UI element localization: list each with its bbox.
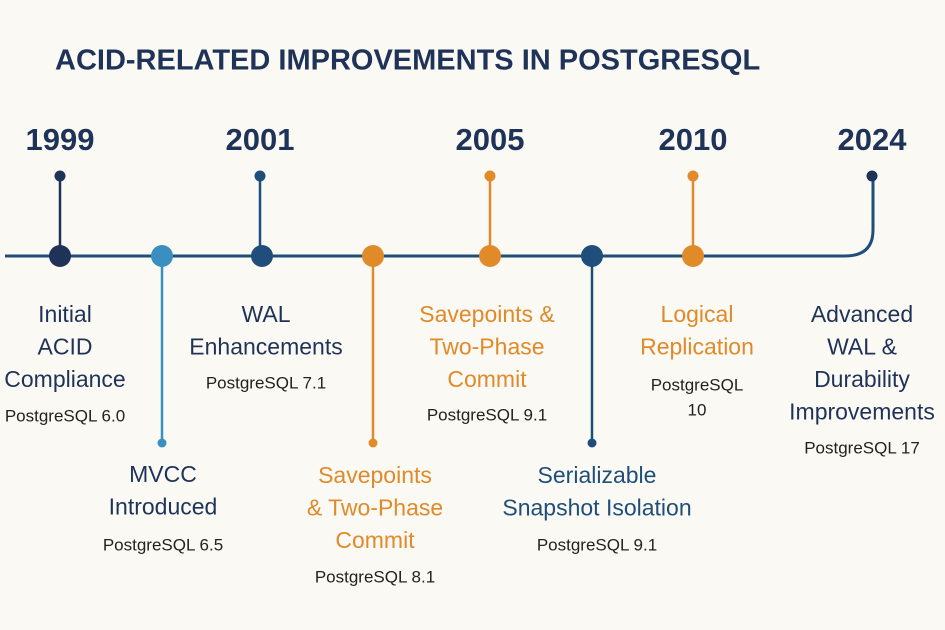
event-title: Compliance <box>4 366 125 392</box>
event-title: Enhancements <box>189 334 342 360</box>
event-title: Initial <box>38 301 92 327</box>
event-title: Savepoints <box>318 462 432 488</box>
event-version: PostgreSQL 6.5 <box>103 535 223 554</box>
stem-dot <box>866 170 878 182</box>
node <box>682 245 704 267</box>
stem-dot <box>157 438 167 448</box>
year-label: 2005 <box>456 122 525 157</box>
stem-dot <box>587 438 597 448</box>
event-version: PostgreSQL 8.1 <box>315 567 435 586</box>
main-line <box>5 176 875 258</box>
event-version: PostgreSQL 7.1 <box>206 373 326 392</box>
event-version: PostgreSQL 9.1 <box>427 405 547 424</box>
node <box>362 245 384 267</box>
node <box>581 245 603 267</box>
event-title: Two-Phase <box>429 334 544 360</box>
event-version: PostgreSQL 17 <box>804 438 920 457</box>
year-label: 2024 <box>838 122 908 157</box>
event-title: Logical <box>661 301 734 327</box>
stem-dot <box>687 170 699 182</box>
event-title: Savepoints & <box>419 301 555 327</box>
stem-dot <box>484 170 496 182</box>
stem-dot <box>368 438 378 448</box>
node <box>251 245 273 267</box>
event-version: PostgreSQL 9.1 <box>537 535 657 554</box>
stem-dot <box>54 170 66 182</box>
event-title: Durability <box>814 366 910 392</box>
event-version: 10 <box>688 400 707 419</box>
event-title: MVCC <box>129 461 197 487</box>
event-title: WAL & <box>827 334 897 360</box>
event-title: Advanced <box>811 301 913 327</box>
event-version: PostgreSQL <box>651 375 744 394</box>
event-title: ACID <box>38 334 93 360</box>
title: ACID-RELATED IMPROVEMENTS IN POSTGRESQL <box>55 45 760 77</box>
node <box>151 245 173 267</box>
year-label: 2001 <box>226 122 295 157</box>
event-title: Snapshot Isolation <box>502 495 691 521</box>
stem-dot <box>254 170 266 182</box>
event-title: Improvements <box>789 399 935 425</box>
event-title: & Two-Phase <box>307 495 443 521</box>
node <box>49 245 71 267</box>
event-title: Introduced <box>109 494 218 520</box>
node <box>479 245 501 267</box>
year-label: 1999 <box>26 122 95 157</box>
event-version: PostgreSQL 6.0 <box>5 406 125 425</box>
event-title: WAL <box>242 301 291 327</box>
event-title: Replication <box>640 334 754 360</box>
event-title: Serializable <box>538 462 657 488</box>
event-title: Commit <box>447 366 527 392</box>
event-title: Commit <box>335 527 415 553</box>
year-label: 2010 <box>659 122 728 157</box>
